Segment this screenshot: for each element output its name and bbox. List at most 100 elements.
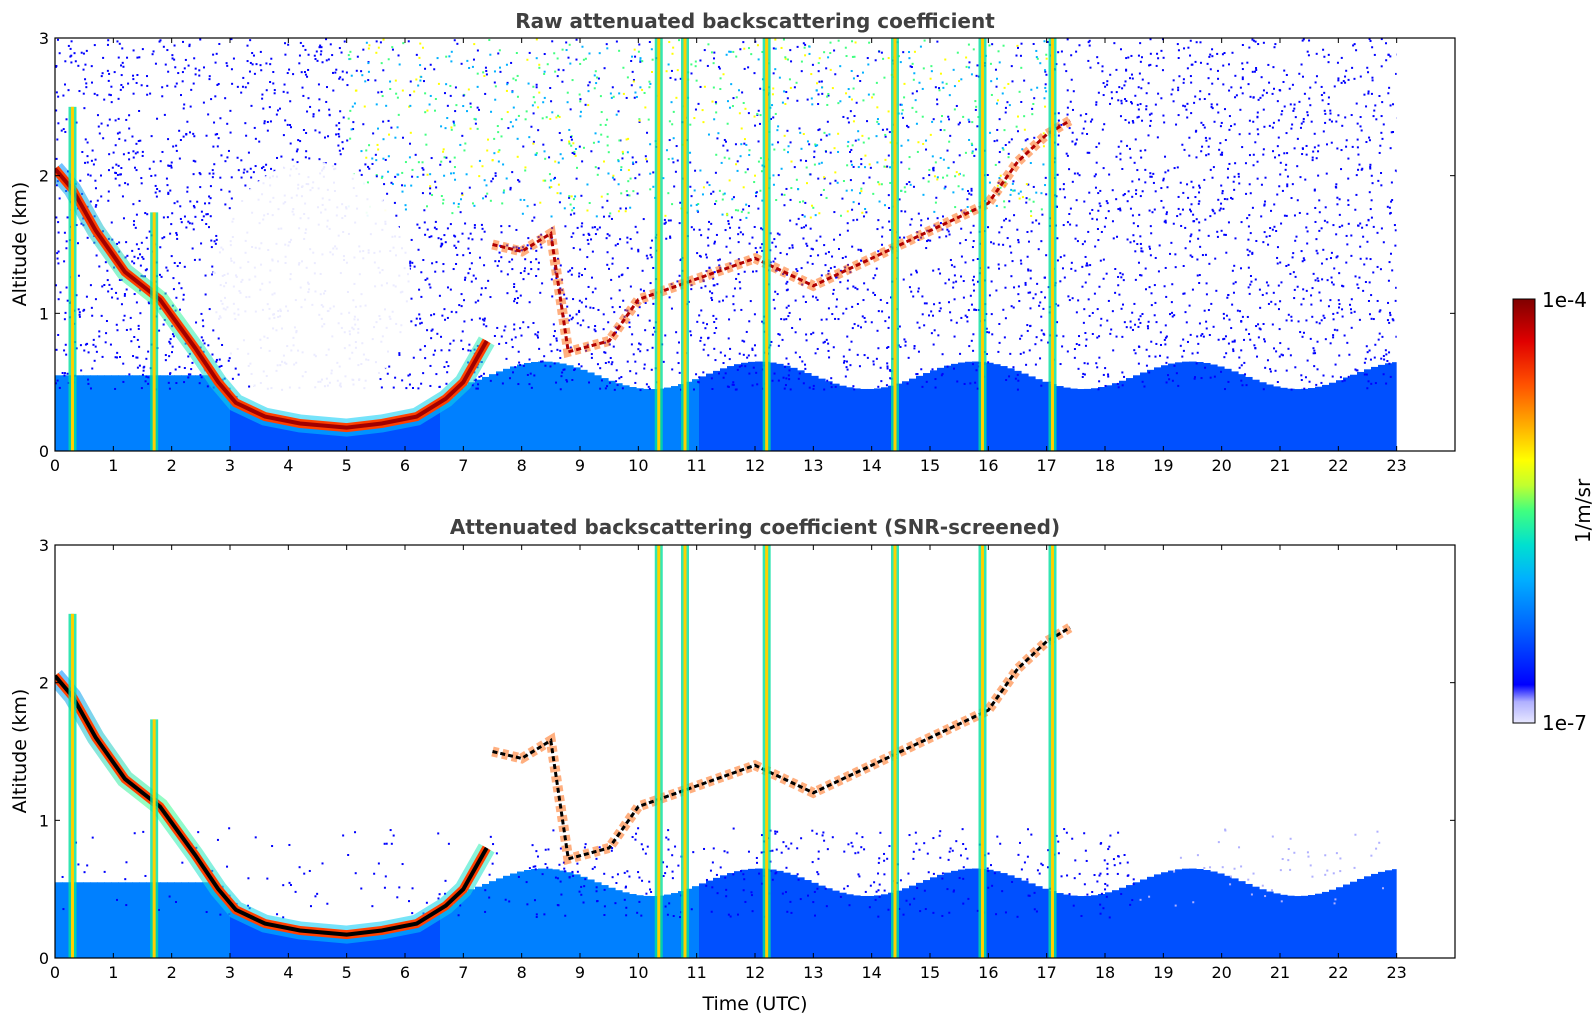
- noise-pixel: [130, 340, 133, 343]
- noise-pixel: [1033, 97, 1036, 100]
- aerosol-cell: [832, 383, 840, 451]
- noise-pixel: [1268, 81, 1271, 84]
- noise-pixel: [320, 50, 323, 53]
- noise-pixel: [407, 40, 410, 43]
- noise-pixel: [756, 383, 759, 386]
- noise-pixel: [1227, 380, 1230, 383]
- noise-pixel: [1081, 285, 1084, 288]
- noise-pixel: [618, 49, 621, 52]
- noise-pixel: [859, 248, 862, 251]
- noise-pixel: [1360, 129, 1363, 132]
- aerosol-cell: [1273, 386, 1281, 451]
- noise-pixel: [1378, 95, 1381, 98]
- noise-pixel: [877, 123, 880, 126]
- noise-pixel: [1085, 264, 1088, 267]
- noise-pixel: [1069, 100, 1072, 103]
- aerosol-cell: [1266, 384, 1274, 451]
- noise-pixel: [403, 184, 406, 187]
- noise-pixel: [297, 139, 300, 142]
- noise-pixel: [1249, 283, 1252, 286]
- aerosol-cell: [846, 387, 854, 451]
- noise-pixel: [1350, 298, 1353, 301]
- noise-pixel: [1234, 237, 1237, 240]
- noise-pixel: [1276, 100, 1279, 103]
- noise-pixel: [611, 306, 614, 309]
- noise-pixel: [945, 235, 948, 238]
- noise-pixel: [84, 343, 87, 346]
- noise-pixel: [1300, 379, 1303, 382]
- noise-pixel: [952, 191, 955, 194]
- noise-pixel: [1184, 247, 1187, 250]
- noise-pixel: [1121, 87, 1124, 90]
- noise-pixel: [524, 258, 527, 261]
- noise-pixel: [1174, 253, 1177, 256]
- noise-pixel: [529, 372, 532, 375]
- noise-pixel: [449, 342, 452, 345]
- noise-pixel: [241, 85, 244, 88]
- noise-pixel: [1170, 241, 1173, 244]
- noise-pixel: [635, 161, 638, 164]
- noise-pixel: [859, 192, 862, 195]
- noise-pixel: [833, 211, 836, 214]
- noise-pixel: [136, 56, 139, 59]
- noise-pixel: [720, 161, 723, 164]
- noise-pixel: [1340, 168, 1343, 171]
- noise-pixel: [618, 377, 621, 380]
- noise-pixel: [998, 231, 1001, 234]
- noise-pixel: [637, 250, 640, 253]
- noise-pixel: [1126, 238, 1129, 241]
- noise-pixel: [1131, 311, 1134, 314]
- noise-pixel: [1238, 182, 1241, 185]
- noise-pixel: [82, 92, 85, 95]
- noise-pixel: [824, 252, 827, 255]
- noise-pixel: [1248, 154, 1251, 157]
- noise-pixel: [1259, 96, 1262, 99]
- noise-pixel: [470, 165, 473, 168]
- noise-pixel: [511, 125, 514, 128]
- noise-pixel: [1124, 98, 1127, 101]
- noise-pixel: [940, 120, 943, 123]
- noise-pixel: [100, 195, 103, 198]
- noise-pixel: [1136, 116, 1139, 119]
- noise-pixel: [747, 47, 750, 50]
- noise-pixel: [696, 320, 699, 323]
- noise-pixel: [1356, 146, 1359, 149]
- noise-pixel: [809, 254, 812, 257]
- noise-pixel: [480, 238, 483, 241]
- noise-pixel: [120, 83, 123, 86]
- aerosol-cell: [776, 363, 784, 451]
- noise-pixel: [1188, 240, 1191, 243]
- noise-pixel: [474, 378, 477, 381]
- aerosol-cell: [916, 375, 924, 451]
- noise-pixel: [210, 246, 213, 249]
- noise-pixel: [930, 65, 933, 68]
- noise-pixel: [625, 207, 628, 210]
- noise-pixel: [786, 97, 789, 100]
- noise-pixel: [732, 295, 735, 298]
- noise-pixel: [852, 120, 855, 123]
- noise-pixel: [192, 159, 195, 162]
- noise-pixel: [215, 234, 218, 237]
- noise-pixel: [776, 293, 779, 296]
- noise-pixel: [194, 73, 197, 76]
- noise-pixel: [1186, 183, 1189, 186]
- noise-pixel: [810, 97, 813, 100]
- noise-pixel: [1313, 349, 1316, 352]
- noise-pixel: [900, 210, 903, 213]
- noise-pixel: [535, 275, 538, 278]
- noise-pixel: [1035, 56, 1038, 59]
- noise-pixel: [1299, 176, 1302, 179]
- noise-pixel: [921, 295, 924, 298]
- noise-pixel: [1294, 116, 1297, 119]
- noise-pixel: [438, 385, 441, 388]
- noise-pixel: [968, 61, 971, 64]
- noise-pixel: [211, 169, 214, 172]
- noise-pixel: [1355, 49, 1358, 52]
- noise-pixel: [738, 352, 741, 355]
- noise-pixel: [1378, 310, 1381, 313]
- noise-pixel: [741, 339, 744, 342]
- noise-pixel: [146, 213, 149, 216]
- noise-pixel: [606, 199, 609, 202]
- noise-pixel: [852, 219, 855, 222]
- noise-pixel: [1155, 64, 1158, 67]
